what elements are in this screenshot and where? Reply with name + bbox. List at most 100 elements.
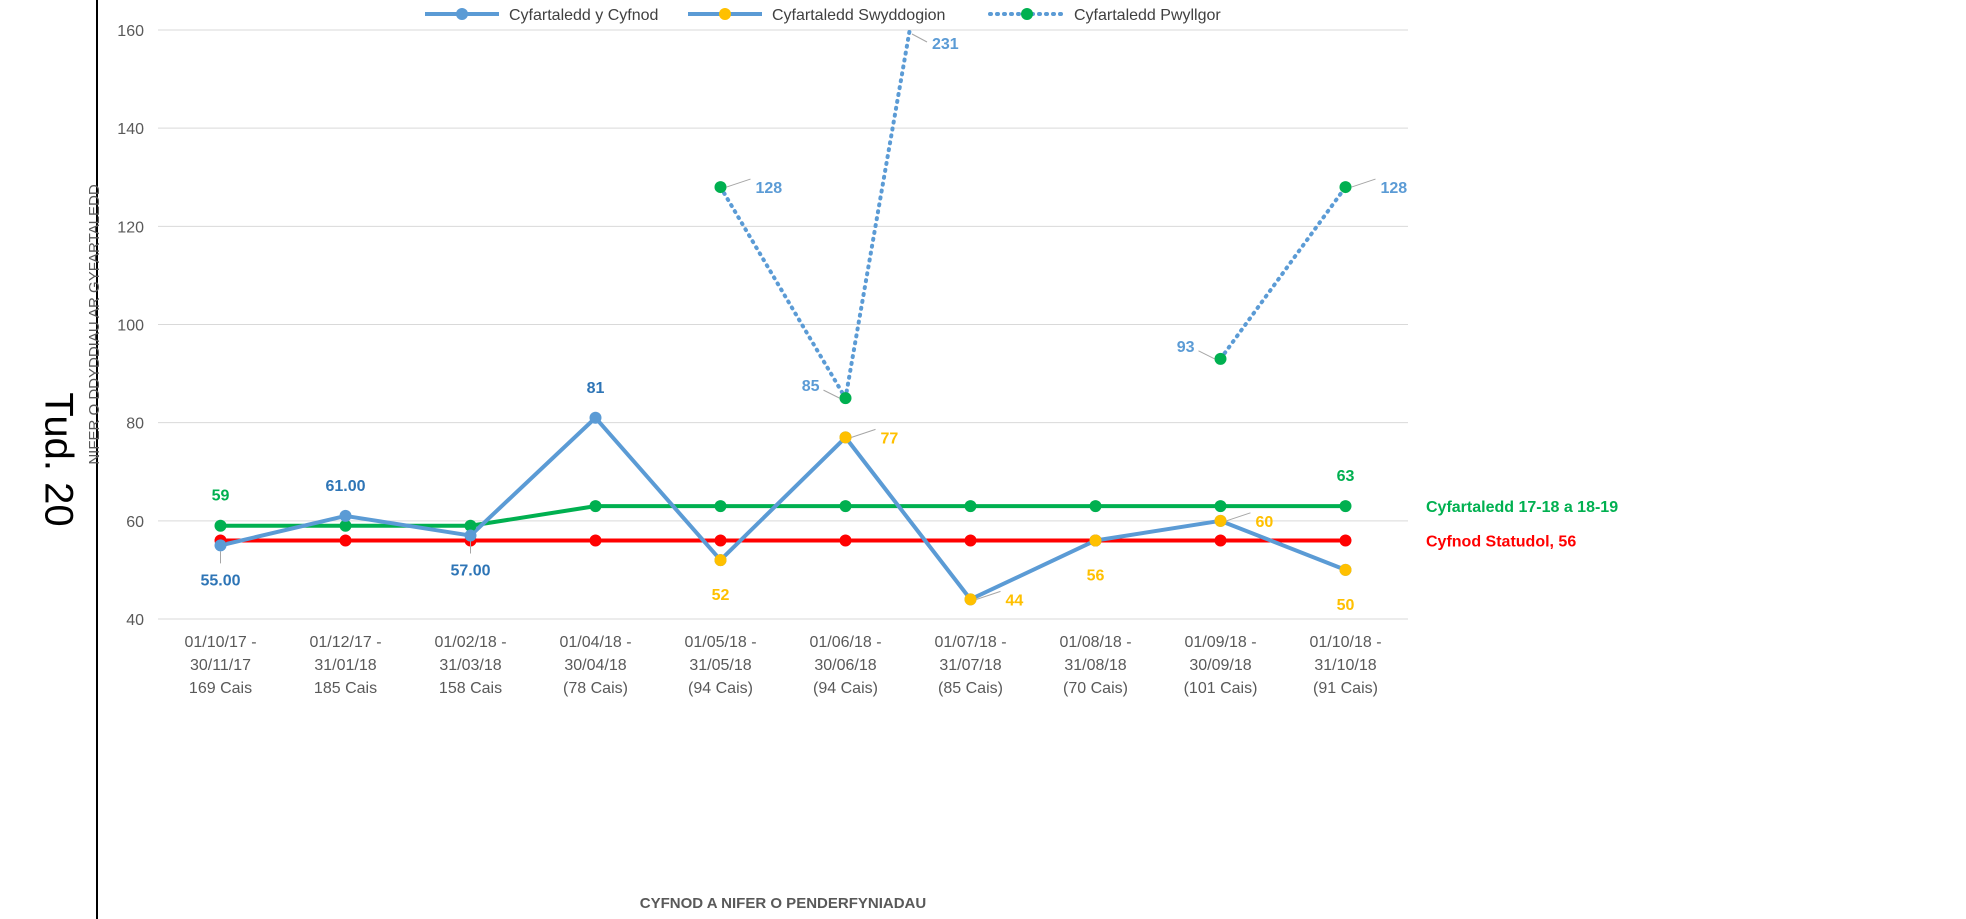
x-tick-label-line: (85 Cais) (938, 680, 1003, 697)
data-labels: 55.00 61.00 57.00 81 52 77 44 56 60 50 128 85 231 93 1… (200, 33, 1618, 614)
data-label: 81 (587, 380, 605, 397)
y-axis: 40 60 80 100 120 140 160 (117, 23, 144, 629)
x-tick-label-line: 31/03/18 (439, 657, 501, 674)
data-point-cyfartaledd-pwyllgor (1339, 181, 1352, 194)
x-tick-label-line: 01/06/18 - (809, 634, 881, 651)
x-tick-label-line: 158 Cais (439, 680, 502, 697)
x-tick-label-line: 30/09/18 (1189, 657, 1251, 674)
data-point-cyfnod-statudol-56 (1214, 534, 1227, 547)
x-tick-label-line: (101 Cais) (1184, 680, 1258, 697)
x-tick-label-line: 01/10/18 - (1309, 634, 1381, 651)
data-point-cyfartaledd-pwyllgor (839, 392, 852, 405)
series-line-cyfartaledd-pwyllgor (1218, 185, 1348, 361)
x-tick-label-line: (94 Cais) (813, 680, 878, 697)
data-point-cyfartaledd-swyddogion (1339, 563, 1352, 576)
data-label: 52 (712, 587, 730, 604)
data-label: 56 (1087, 567, 1105, 584)
y-tick-label: 60 (126, 514, 144, 531)
data-point-cyfartaledd-pwyllgor (714, 181, 727, 194)
x-tick-label-line: 01/10/17 - (184, 634, 256, 651)
series-lines (220, 30, 1348, 602)
x-tick-label-line: 31/05/18 (689, 657, 751, 674)
data-point-cyfnod-statudol-56 (339, 534, 352, 547)
leader-line (976, 590, 1001, 600)
series-end-label: Cyfnod Statudol, 56 (1426, 533, 1576, 550)
data-point-cyfartaledd-swyddogion (1214, 514, 1227, 527)
x-tick-label-line: (91 Cais) (1313, 680, 1378, 697)
data-point-cyfartaledd-y-cyfnod (339, 509, 352, 522)
legend-swatch-marker (719, 8, 731, 20)
legend-label: Cyfartaledd Swyddogion (772, 7, 945, 24)
data-point-cyfartaledd-swyddogion (1089, 534, 1102, 547)
legend: Cyfartaledd y Cyfnod Cyfartaledd Swyddogi… (425, 7, 1221, 24)
data-label: 59 (212, 488, 230, 505)
data-point-cyfartaledd-swyddogion (964, 593, 977, 606)
data-point-cyfartaledd-17-18-a-18-19 (839, 500, 852, 513)
data-label: 93 (1177, 339, 1195, 356)
leader-line (851, 428, 876, 438)
x-tick-label: 01/10/17 - 30/11/17 169 Cais (184, 634, 256, 697)
x-tick-label-line: 01/05/18 - (684, 634, 756, 651)
series-end-label: Cyfartaledd 17-18 a 18-19 (1426, 499, 1618, 516)
data-point-cyfartaledd-17-18-a-18-19 (964, 500, 977, 513)
x-tick-label-line: 01/12/17 - (309, 634, 381, 651)
data-point-cyfartaledd-17-18-a-18-19 (1339, 500, 1352, 513)
data-label: 231 (932, 36, 959, 53)
x-axis: 01/10/17 - 30/11/17 169 Cais 01/12/17 - 31/0… (158, 618, 1408, 697)
x-tick-label-line: 185 Cais (314, 680, 377, 697)
legend-label: Cyfartaledd y Cyfnod (509, 7, 658, 24)
x-tick-label-line: 01/09/18 - (1184, 634, 1256, 651)
legend-swatch-marker (1021, 8, 1033, 20)
series-line-cyfartaledd-pwyllgor (718, 30, 912, 401)
x-tick-label-line: 01/02/18 - (434, 634, 506, 651)
x-tick-label-line: 30/04/18 (564, 657, 626, 674)
x-tick-label: 01/07/18 - 31/07/18 (85 Cais) (934, 634, 1006, 697)
y-tick-label: 100 (117, 318, 144, 335)
x-tick-label: 01/02/18 - 31/03/18 158 Cais (434, 634, 506, 697)
x-tick-label-line: 31/08/18 (1064, 657, 1126, 674)
data-label: 50 (1337, 597, 1355, 614)
x-tick-label-line: 31/01/18 (314, 657, 376, 674)
y-tick-label: 120 (117, 219, 144, 236)
legend-swatch-marker (456, 8, 468, 20)
data-point-cyfnod-statudol-56 (839, 534, 852, 547)
data-point-cyfnod-statudol-56 (589, 534, 602, 547)
data-label: 61.00 (325, 478, 365, 495)
x-axis-title: CYFNOD A NIFER O PENDERFYNIADAU (640, 895, 926, 912)
leader-line (1226, 512, 1251, 522)
x-tick-label: 01/06/18 - 30/06/18 (94 Cais) (809, 634, 881, 697)
x-tick-label-line: 01/08/18 - (1059, 634, 1131, 651)
y-tick-label: 80 (126, 416, 144, 433)
y-tick-label: 160 (117, 23, 144, 40)
data-label: 63 (1337, 468, 1355, 485)
data-label: 128 (1381, 180, 1408, 197)
data-point-cyfartaledd-y-cyfnod (589, 411, 602, 424)
data-label: 60 (1256, 514, 1274, 531)
x-tick-label: 01/04/18 - 30/04/18 (78 Cais) (559, 634, 631, 697)
x-tick-label: 01/10/18 - 31/10/18 (91 Cais) (1309, 634, 1381, 697)
x-tick-label: 01/09/18 - 30/09/18 (101 Cais) (1184, 634, 1258, 697)
data-label: 85 (802, 378, 820, 395)
data-point-cyfartaledd-17-18-a-18-19 (1089, 500, 1102, 513)
data-point-cyfartaledd-17-18-a-18-19 (1214, 500, 1227, 513)
x-tick-label: 01/05/18 - 31/05/18 (94 Cais) (684, 634, 756, 697)
y-axis-title: NIFER O DDYDDIAU AR GYFARTALEDD (86, 184, 103, 464)
x-tick-label-line: 31/07/18 (939, 657, 1001, 674)
x-tick-label-line: 30/11/17 (190, 657, 251, 674)
x-tick-label: 01/08/18 - 31/08/18 (70 Cais) (1059, 634, 1131, 697)
page-border-line (96, 0, 98, 919)
series-markers (214, 181, 1352, 606)
data-point-cyfartaledd-pwyllgor (1214, 352, 1227, 365)
data-point-cyfartaledd-swyddogion (839, 431, 852, 444)
data-label: 44 (1006, 592, 1024, 609)
series-line-cyfartaledd-y-cyfnod (220, 415, 1347, 602)
data-point-cyfartaledd-17-18-a-18-19 (714, 500, 727, 513)
data-point-cyfartaledd-y-cyfnod (464, 529, 477, 542)
leader-line (1198, 350, 1215, 360)
data-label: 55.00 (200, 572, 240, 589)
data-point-cyfnod-statudol-56 (714, 534, 727, 547)
x-tick-label-line: (78 Cais) (563, 680, 628, 697)
data-label: 57.00 (450, 563, 490, 580)
